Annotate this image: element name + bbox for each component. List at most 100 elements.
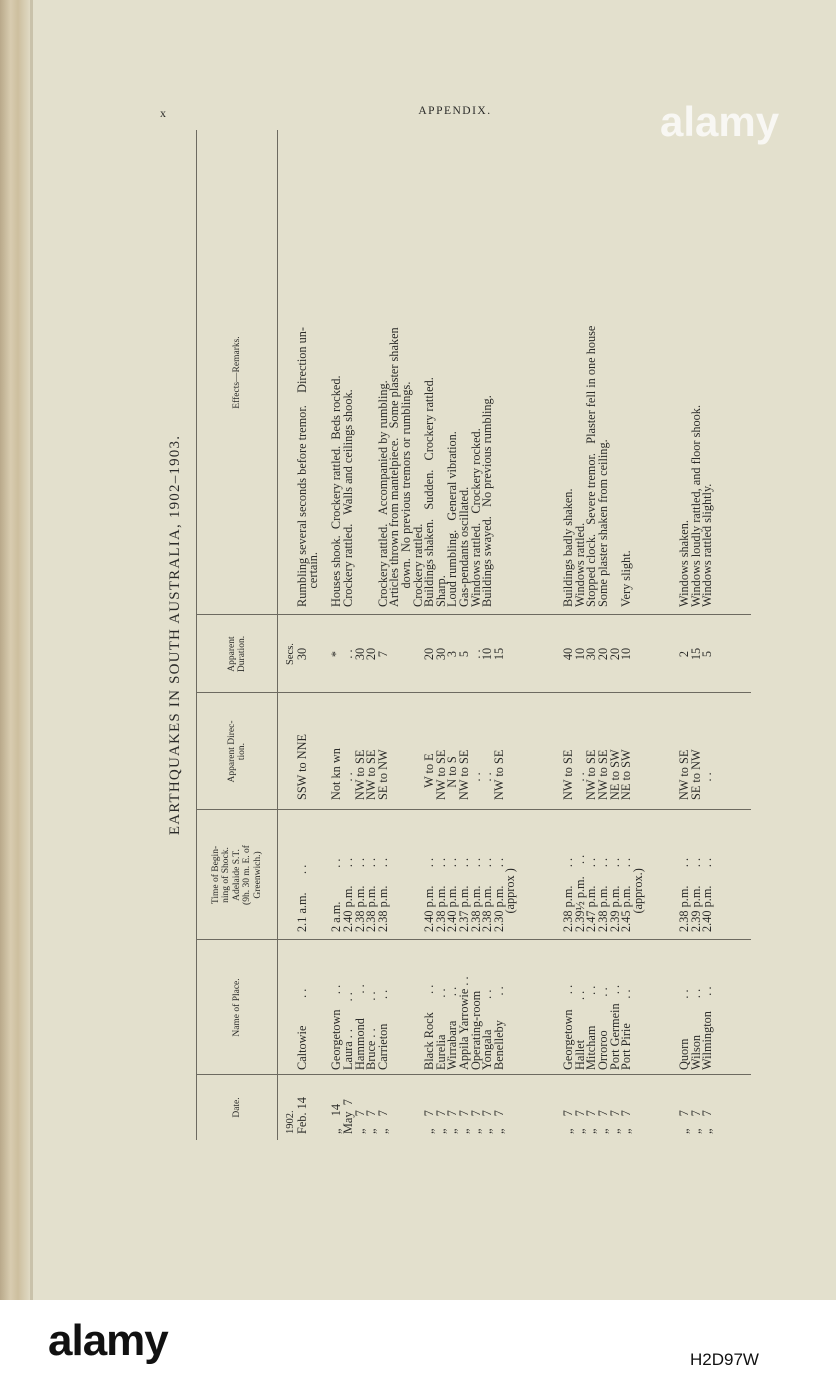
remarks-cell bbox=[528, 130, 540, 607]
duration-cell: 7 bbox=[375, 650, 390, 658]
date-cell bbox=[389, 1075, 401, 1134]
duration-cell bbox=[401, 615, 413, 693]
remarks-cell bbox=[610, 130, 622, 607]
time-cell bbox=[528, 810, 540, 932]
place-cell bbox=[656, 940, 668, 1070]
place-cell bbox=[401, 940, 413, 1070]
time-cell bbox=[308, 810, 320, 932]
direction-cell: NW to SE bbox=[491, 749, 506, 800]
time-cell bbox=[540, 810, 552, 932]
header-remarks: Effects—Remarks. bbox=[231, 336, 242, 409]
direction-cell: SE to NW bbox=[375, 749, 390, 800]
direction-cell bbox=[644, 693, 656, 800]
direction-cell bbox=[505, 693, 517, 800]
duration-cell bbox=[389, 615, 401, 693]
remarks-cell bbox=[517, 130, 529, 607]
time-cell bbox=[517, 810, 529, 932]
time-cell bbox=[401, 810, 413, 932]
duration-cell: 30 bbox=[294, 647, 309, 661]
duration-cell bbox=[517, 615, 529, 693]
time-cell: 2.38 p.m. . . bbox=[375, 857, 390, 932]
remarks-cell bbox=[494, 130, 506, 607]
remarks-cell bbox=[644, 130, 656, 607]
date-cell bbox=[633, 1075, 645, 1134]
time-cell bbox=[389, 810, 401, 932]
remarks-cell: Crockery rattled. Walls and ceilings sho… bbox=[340, 389, 355, 607]
date-cell: „ 7 bbox=[700, 1110, 715, 1134]
duration-cell bbox=[633, 615, 645, 693]
column-date: 1902. Feb. 14 „ 14 May 7 „ 7 „ 7 „ 7 „ 7 „ 7 „ 7 „… bbox=[285, 1075, 714, 1134]
page-edge bbox=[30, 0, 33, 1300]
duration-cell bbox=[505, 615, 517, 693]
direction-cell: . . bbox=[700, 772, 715, 800]
remarks-cell bbox=[540, 130, 552, 607]
direction-cell bbox=[540, 693, 552, 800]
duration-cell bbox=[540, 615, 552, 693]
column-direction: SSW to NNE Not kn wn . . NW to SE NW to SE S… bbox=[285, 693, 715, 800]
direction-cell bbox=[633, 693, 645, 800]
remarks-cell: Buildings shaken. Sudden. Crockery rattl… bbox=[422, 377, 437, 607]
direction-cell bbox=[517, 693, 529, 800]
date-cell bbox=[517, 1075, 529, 1134]
place-cell bbox=[528, 940, 540, 1070]
running-head: APPENDIX. bbox=[418, 105, 492, 117]
image-code: H2D97W bbox=[690, 1350, 759, 1369]
date-cell: „ 7 bbox=[619, 1110, 634, 1134]
remarks-cell: Buildings swayed. No previous rumbling. bbox=[480, 395, 495, 607]
watermark-logo: alamy bbox=[660, 98, 780, 145]
header-date: Date. bbox=[231, 1097, 242, 1118]
place-cell: Port Pirie . . bbox=[619, 989, 634, 1070]
earthquake-table-rotated: EARTHQUAKES IN SOUTH AUSTRALIA, 1902–190… bbox=[155, 130, 755, 1140]
direction-cell bbox=[401, 693, 413, 800]
date-cell bbox=[540, 1075, 552, 1134]
date-cell bbox=[656, 1075, 668, 1134]
time-cell: 2.1 a.m. . . bbox=[294, 864, 309, 932]
time-cell: (approx ) bbox=[503, 868, 518, 932]
duration-cell: 5 bbox=[700, 650, 715, 658]
direction-cell bbox=[528, 693, 540, 800]
remarks-cell: Windows rattled slightly. bbox=[700, 483, 715, 607]
duration-cell bbox=[528, 615, 540, 693]
duration-cell bbox=[644, 615, 656, 693]
duration-cell bbox=[308, 615, 320, 693]
duration-cell: 10 bbox=[619, 647, 634, 661]
time-cell bbox=[644, 810, 656, 932]
column-duration: Secs. 30 *. . 30 20 7 20 30 3 5. . 10 15 40 10 30 20 20 1… bbox=[285, 615, 714, 693]
header-place: Name of Place. bbox=[231, 978, 242, 1037]
page-number: x bbox=[160, 106, 166, 120]
header-direction: Apparent Direc- tion. bbox=[226, 720, 248, 783]
date-cell: „ 7 bbox=[491, 1110, 506, 1134]
column-time: 2.1 a.m. . .2 a.m. . . 2.40 p.m. . . 2.38 … bbox=[285, 810, 715, 932]
header-duration: Apparent Duration. bbox=[226, 635, 248, 673]
header-bottom-rule bbox=[277, 130, 278, 1140]
column-place: Caltowie . . Georgetown . . Laura . . . .H… bbox=[285, 940, 715, 1070]
date-cell bbox=[505, 1075, 517, 1134]
date-cell bbox=[528, 1075, 540, 1134]
date-cell: Feb. 14 bbox=[294, 1097, 309, 1134]
direction-cell: NE to SW bbox=[619, 749, 634, 800]
remarks-cell bbox=[505, 130, 517, 607]
time-cell: 2.40 p.m. . . bbox=[700, 857, 715, 932]
place-cell bbox=[505, 940, 517, 1070]
date-cell bbox=[644, 1075, 656, 1134]
remarks-cell: Some plaster shaken from ceiling. bbox=[596, 439, 611, 607]
book-binding-edge bbox=[0, 0, 30, 1300]
place-cell: Caltowie . . bbox=[294, 988, 309, 1070]
duration-cell bbox=[656, 615, 668, 693]
direction-cell: SSW to NNE bbox=[294, 733, 309, 800]
table-title: EARTHQUAKES IN SOUTH AUSTRALIA, 1902–190… bbox=[167, 434, 183, 836]
remarks-cell: Rumbling several seconds before tremor. … bbox=[294, 326, 309, 607]
table-top-rule bbox=[196, 130, 197, 1140]
place-cell bbox=[389, 940, 401, 1070]
place-cell: Carrieton . . bbox=[375, 989, 390, 1070]
direction-cell bbox=[656, 693, 668, 800]
place-cell bbox=[633, 940, 645, 1070]
time-cell bbox=[656, 810, 668, 932]
remarks-cell: Very slight. bbox=[619, 550, 634, 607]
direction-cell bbox=[308, 693, 320, 800]
remarks-cell: certain. bbox=[306, 552, 321, 607]
remarks-cell bbox=[633, 130, 645, 607]
header-time: Time of Begin- ning of Shock. Adelaide S… bbox=[210, 845, 263, 905]
remarks-cell bbox=[355, 130, 367, 607]
date-cell: „ 7 bbox=[375, 1110, 390, 1134]
